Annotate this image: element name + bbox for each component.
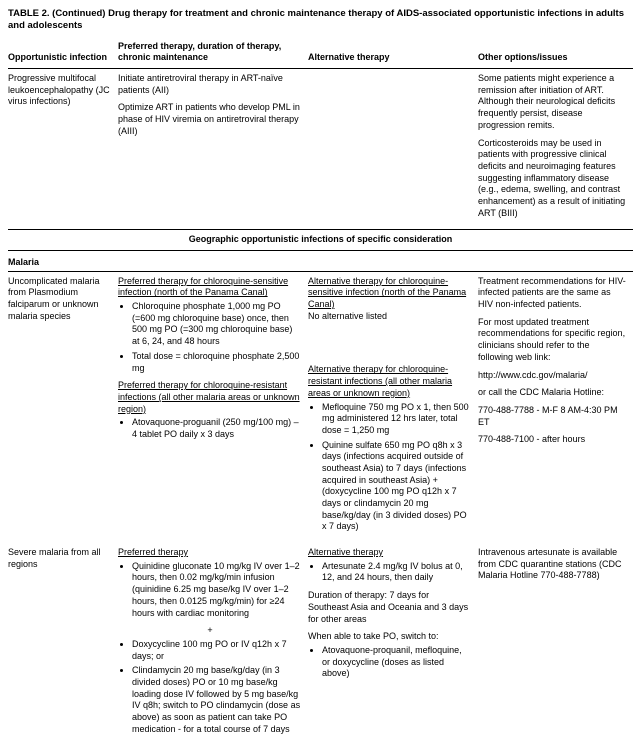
cell-infection: Progressive multifocal leukoencephalopat… bbox=[8, 69, 118, 230]
cell-infection: Uncomplicated malaria from Plasmodium fa… bbox=[8, 271, 118, 543]
malaria-header: Malaria bbox=[8, 251, 633, 272]
cell-other: Intravenous artesunate is available from… bbox=[478, 543, 633, 745]
table-row: Progressive multifocal leukoencephalopat… bbox=[8, 69, 633, 230]
cell-other: Some patients might experience a remissi… bbox=[478, 69, 633, 230]
cell-alternative bbox=[308, 69, 478, 230]
cell-alternative: Alternative therapy for chloroquine-sens… bbox=[308, 271, 478, 543]
col-header-other: Other options/issues bbox=[478, 39, 633, 69]
table-title: TABLE 2. (Continued) Drug therapy for tr… bbox=[8, 8, 633, 33]
col-header-preferred: Preferred therapy, duration of therapy, … bbox=[118, 39, 308, 69]
drug-therapy-table: Opportunistic infection Preferred therap… bbox=[8, 39, 633, 746]
geo-section-header: Geographic opportunistic infections of s… bbox=[8, 230, 633, 251]
col-header-infection: Opportunistic infection bbox=[8, 39, 118, 69]
cell-preferred: Initiate antiretroviral therapy in ART-n… bbox=[118, 69, 308, 230]
cell-preferred: Preferred therapy Quinidine gluconate 10… bbox=[118, 543, 308, 745]
col-header-alternative: Alternative therapy bbox=[308, 39, 478, 69]
cell-preferred: Preferred therapy for chloroquine-sensit… bbox=[118, 271, 308, 543]
cell-other: Treatment recommendations for HIV-infect… bbox=[478, 271, 633, 543]
table-row: Severe malaria from all regions Preferre… bbox=[8, 543, 633, 745]
cell-infection: Severe malaria from all regions bbox=[8, 543, 118, 745]
table-row: Uncomplicated malaria from Plasmodium fa… bbox=[8, 271, 633, 543]
cell-alternative: Alternative therapy Artesunate 2.4 mg/kg… bbox=[308, 543, 478, 745]
